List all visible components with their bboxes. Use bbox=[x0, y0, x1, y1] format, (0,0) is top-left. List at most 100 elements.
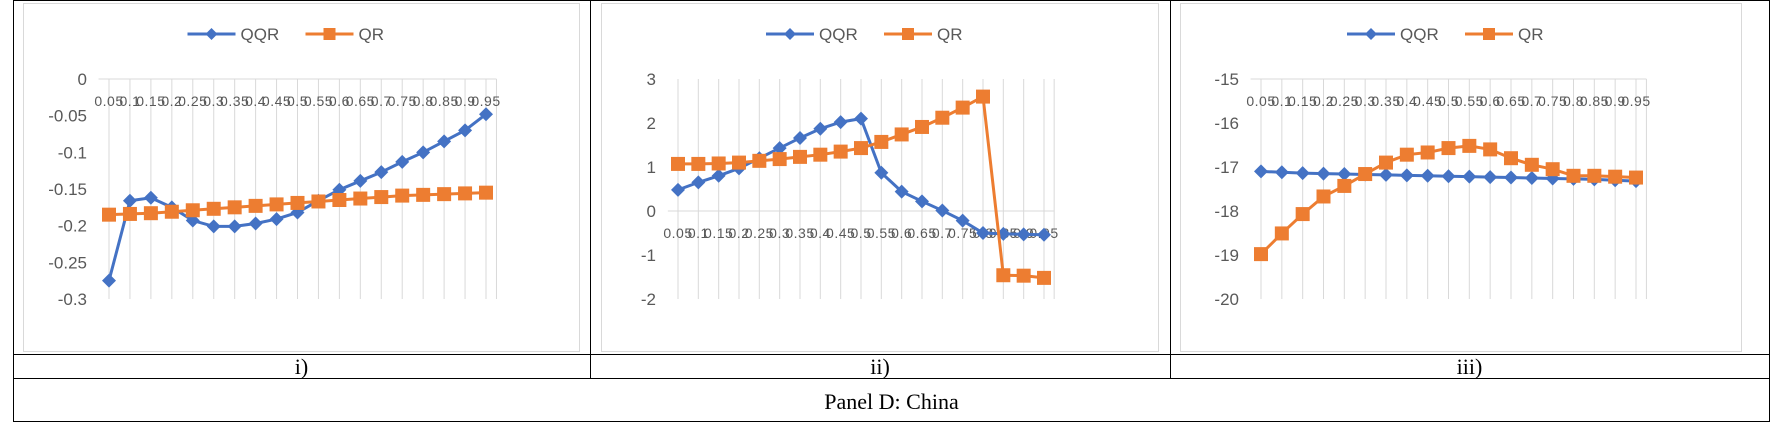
chart-i-x-tick-label: 0.05 bbox=[94, 93, 123, 109]
chart-iii-x-tick-label: 0.15 bbox=[1288, 93, 1317, 109]
chart-i-x-tick-label: 0.65 bbox=[346, 93, 375, 109]
chart-iii-point-qqr bbox=[1462, 169, 1477, 184]
chart-i-point-qqr bbox=[102, 273, 116, 288]
chart-ii-point-qr bbox=[752, 153, 767, 168]
chart-ii-point-qr bbox=[711, 156, 726, 171]
chart-i-svg: QQR QR0-0.05-0.1-0.15-0.2-0.25-0.30.050.1… bbox=[48, 25, 500, 309]
chart-i-x-tick-label: 0.6 bbox=[329, 93, 350, 109]
chart-ii-point-qqr bbox=[976, 226, 990, 240]
chart-i-point-qr bbox=[416, 187, 431, 202]
chart-iii-legend-label-qr: QR bbox=[1518, 25, 1544, 44]
chart-ii-series-qr bbox=[671, 89, 1051, 285]
chart-i-y-axis: 0 -0.05 -0.1 -0.15 -0.2 -0.25 -0.3 bbox=[48, 70, 87, 309]
chart-ii-x-tick-label: 0.45 bbox=[826, 225, 855, 241]
chart-i-point-qqr bbox=[416, 145, 431, 160]
chart-iii-y-tick-label: -20 bbox=[1214, 290, 1239, 309]
chart-ii-point-qqr bbox=[874, 165, 889, 180]
chart-i-x-tick-label: 0.55 bbox=[304, 93, 333, 109]
chart-iii-x-tick-label: 0.75 bbox=[1538, 93, 1567, 109]
chart-iii-point-qr bbox=[1295, 207, 1310, 222]
chart-i-x-tick-label: 0.15 bbox=[136, 93, 165, 109]
chart-i-x-tick-label: 0.7 bbox=[371, 93, 392, 109]
chart-i-point-qr bbox=[269, 197, 284, 212]
chart-iii-x-tick-label: 0.65 bbox=[1496, 93, 1525, 109]
table-divider-1 bbox=[590, 0, 591, 378]
chart-i-point-qqr bbox=[458, 123, 473, 138]
chart-i-legend-diamond-marker bbox=[205, 28, 218, 40]
caption-ii: ii) bbox=[870, 354, 890, 379]
table-left-border-bottom bbox=[13, 378, 14, 422]
chart-i-point-qr bbox=[458, 186, 473, 201]
chart-iii: QQR QR -15 -16 -17 -18 -19 -20 0.05 0.1 0.15 0.2 0.2… bbox=[1180, 3, 1742, 352]
chart-i-point-qqr bbox=[248, 216, 263, 231]
chart-i-point-qr bbox=[102, 207, 116, 222]
chart-iii-legend-label-qqr: QQR bbox=[1400, 25, 1439, 44]
chart-i-point-qr bbox=[395, 188, 410, 203]
table-left-border bbox=[13, 0, 14, 378]
chart-iii-legend: QQR QR bbox=[1347, 25, 1544, 44]
chart-i-point-qr bbox=[122, 206, 137, 221]
chart-iii-point-qqr bbox=[1399, 168, 1414, 183]
chart-iii-point-qqr bbox=[1337, 167, 1352, 182]
chart-ii-svg: QQR QR3210-1-20.050.10.150.20.250.30.350.… bbox=[641, 25, 1058, 309]
chart-ii-legend-diamond-marker bbox=[784, 28, 796, 40]
chart-ii-legend: QQR QR bbox=[766, 25, 963, 44]
chart-iii-legend-square-marker bbox=[1483, 28, 1495, 40]
chart-iii-point-qr bbox=[1337, 178, 1352, 193]
chart-iii-point-qr bbox=[1545, 162, 1560, 177]
chart-iii-x-tick-label: 0.55 bbox=[1455, 93, 1484, 109]
chart-ii-x-tick-label: 0.7 bbox=[932, 225, 953, 241]
chart-i-y-tick-label: -0.15 bbox=[48, 180, 87, 199]
chart-i-point-qqr bbox=[122, 193, 137, 208]
chart-i-point-qqr bbox=[437, 134, 452, 149]
chart-ii-y-axis: 3 2 1 0 -1 -2 bbox=[641, 70, 656, 309]
chart-ii-point-qqr bbox=[711, 168, 726, 183]
chart-i-x-tick-label: 0.2 bbox=[161, 93, 182, 109]
chart-ii-y-tick-label: 3 bbox=[647, 70, 656, 89]
chart-i-x-tick-label: 0.35 bbox=[220, 93, 249, 109]
chart-iii-y-tick-label: -19 bbox=[1214, 246, 1239, 265]
chart-ii-point-qr bbox=[874, 134, 889, 149]
chart-iii-x-tick-label: 0.4 bbox=[1396, 93, 1417, 109]
chart-iii-point-qr bbox=[1462, 138, 1477, 153]
chart-ii-point-qr bbox=[1016, 268, 1031, 283]
chart-iii-point-qr bbox=[1274, 226, 1289, 241]
table-top-border bbox=[13, 0, 1770, 1]
chart-i-x-tick-label: 0.75 bbox=[388, 93, 417, 109]
chart-iii-point-qr bbox=[1587, 168, 1602, 183]
chart-iii-x-tick-label: 0.2 bbox=[1313, 93, 1334, 109]
chart-ii-legend-label-qr: QR bbox=[937, 25, 963, 44]
chart-i-series-qqr bbox=[102, 107, 493, 288]
chart-i-y-tick-label: 0 bbox=[78, 70, 87, 89]
chart-i-point-qr bbox=[479, 185, 493, 200]
chart-ii-point-qqr bbox=[935, 203, 950, 218]
chart-iii-point-qr bbox=[1483, 142, 1498, 157]
chart-iii-x-tick-label: 0.95 bbox=[1621, 93, 1650, 109]
chart-iii-point-qr bbox=[1608, 169, 1623, 184]
chart-iii-point-qqr bbox=[1295, 166, 1310, 181]
chart-iii-point-qr bbox=[1524, 157, 1539, 172]
chart-ii-x-tick-label: 0.6 bbox=[891, 225, 912, 241]
chart-iii-point-qr bbox=[1379, 155, 1393, 170]
chart-ii-y-tick-label: -2 bbox=[641, 290, 656, 309]
chart-iii-point-qqr bbox=[1420, 168, 1435, 183]
chart-iii-point-qqr bbox=[1524, 171, 1539, 185]
chart-iii-y-tick-label: -17 bbox=[1214, 158, 1239, 177]
chart-ii-point-qqr bbox=[793, 130, 807, 145]
chart-ii-x-tick-label: 0.65 bbox=[907, 225, 936, 241]
chart-iii-series-qr bbox=[1254, 138, 1643, 262]
chart-i-point-qr bbox=[206, 201, 221, 216]
chart-iii-y-tick-label: -18 bbox=[1214, 202, 1239, 221]
chart-ii-y-tick-label: -1 bbox=[641, 246, 656, 265]
chart-i-y-tick-label: -0.05 bbox=[48, 107, 87, 126]
chart-iii-svg: QQR QR -15 -16 -17 -18 -19 -20 0.050.10.150.20.2… bbox=[1214, 25, 1650, 309]
chart-i-y-tick-label: -0.1 bbox=[58, 143, 87, 162]
chart-ii-x-tick-label: 0.05 bbox=[663, 225, 692, 241]
chart-i-point-qr bbox=[185, 203, 200, 218]
chart-iii-series-qqr bbox=[1254, 164, 1643, 189]
chart-ii-point-qqr bbox=[671, 182, 685, 197]
chart-ii-point-qr bbox=[894, 127, 909, 142]
chart-ii-x-tick-label: 0.25 bbox=[745, 225, 774, 241]
chart-iii-x-tick-label: 0.85 bbox=[1580, 93, 1609, 109]
chart-ii-x-tick-label: 0.75 bbox=[948, 225, 977, 241]
